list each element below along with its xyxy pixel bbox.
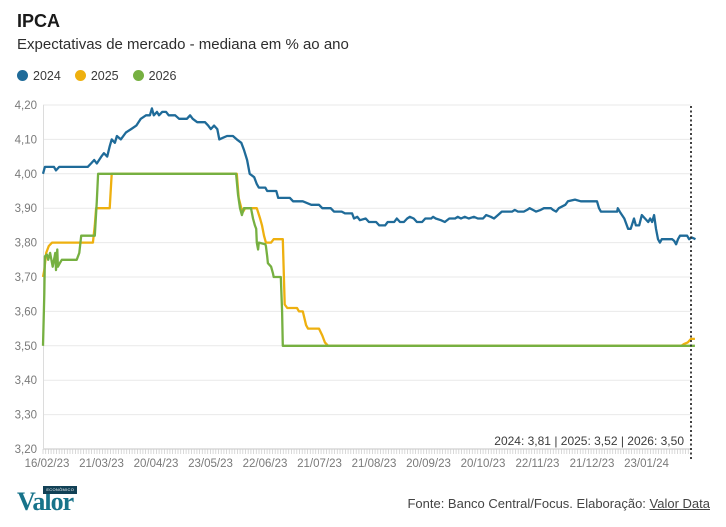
x-tick-label: 23/01/24 xyxy=(624,458,669,470)
x-tick-label: 20/04/23 xyxy=(134,458,179,470)
latest-values-annotation: 2024: 3,81 | 2025: 3,52 | 2026: 3,50 xyxy=(494,434,684,448)
y-tick-label: 3,50 xyxy=(15,341,37,353)
legend-label: 2026 xyxy=(148,68,177,83)
y-tick-label: 3,30 xyxy=(15,409,37,421)
source-prefix: Fonte: Banco Central/Focus. Elaboração: xyxy=(407,496,650,511)
legend-item-2026: 2026 xyxy=(132,68,177,83)
legend-label: 2024 xyxy=(33,68,61,83)
legend-item-2025: 2025 xyxy=(74,68,119,83)
series-line-2025 xyxy=(41,172,695,347)
series-line-2026 xyxy=(41,172,695,347)
y-tick-label: 3,20 xyxy=(15,444,37,456)
y-tick-label: 3,90 xyxy=(15,203,37,215)
valor-logo: Valor ECONÔMICO xyxy=(17,486,78,515)
valor-economico-badge: ECONÔMICO xyxy=(43,486,78,494)
series-2024-dot-icon xyxy=(17,70,28,82)
x-tick-label: 21/08/23 xyxy=(352,458,397,470)
x-tick-label: 21/03/23 xyxy=(79,458,124,470)
y-tick-label: 3,80 xyxy=(15,237,37,249)
legend-item-2024: 2024 xyxy=(17,69,61,83)
page-title: IPCA xyxy=(17,11,61,31)
x-tick-label: 20/09/23 xyxy=(406,458,451,470)
y-tick-label: 3,40 xyxy=(15,375,37,387)
x-tick-label: 21/07/23 xyxy=(297,458,342,470)
y-tick-label: 3,70 xyxy=(15,272,37,284)
legend-label: 2025 xyxy=(90,68,119,83)
series-2025-dot-icon xyxy=(74,70,86,82)
chart-svg: 4,20 4,10 4,00 3,90 3,80 3,70 3,60 3,50 3,40 3,30… xyxy=(15,100,696,470)
y-tick-label: 4,00 xyxy=(15,169,37,181)
chart-area: 4,20 4,10 4,00 3,90 3,80 3,70 3,60 3,50 3,40 3,30… xyxy=(0,95,726,473)
x-tick-label: 16/02/23 xyxy=(25,458,70,470)
x-tick-label: 22/06/23 xyxy=(243,458,288,470)
legend: 2024 2025 2026 xyxy=(17,68,709,84)
x-tick-label: 20/10/23 xyxy=(461,458,506,470)
y-tick-label: 4,20 xyxy=(15,100,37,112)
valor-data-link[interactable]: Valor Data xyxy=(649,496,710,511)
footer: Valor ECONÔMICO Fonte: Banco Central/Foc… xyxy=(0,486,726,515)
header: IPCA Expectativas de mercado - mediana e… xyxy=(0,0,726,84)
page-subtitle: Expectativas de mercado - mediana em % a… xyxy=(17,35,349,53)
series-2026-dot-icon xyxy=(132,70,144,82)
x-tick-label: 23/05/23 xyxy=(188,458,233,470)
x-tick-label: 22/11/23 xyxy=(516,458,560,470)
x-tick-label: 21/12/23 xyxy=(570,458,615,470)
y-tick-label: 4,10 xyxy=(15,134,37,146)
series-line-2024 xyxy=(41,106,696,246)
source-text: Fonte: Banco Central/Focus. Elaboração: … xyxy=(407,496,710,515)
y-tick-label: 3,60 xyxy=(15,306,37,318)
